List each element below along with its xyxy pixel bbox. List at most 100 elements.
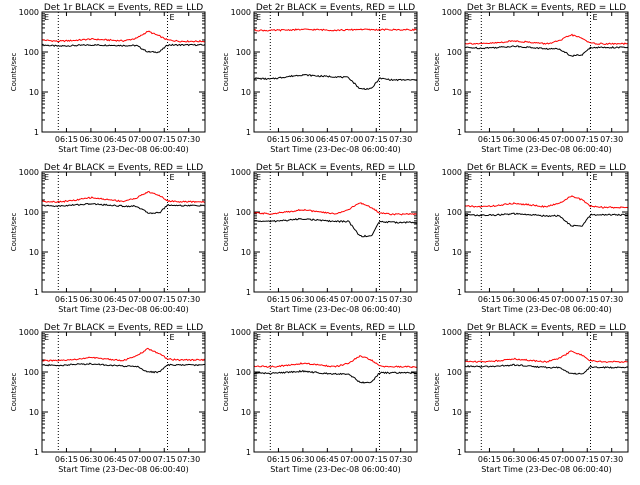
- marker-e-right: E: [170, 13, 175, 22]
- marker-e-left: E: [44, 333, 49, 342]
- series-line-lld: [253, 202, 418, 216]
- series-line-lld: [41, 347, 206, 362]
- y-tick-label: 1000: [231, 328, 251, 337]
- panel-title: Det 7r BLACK = Events, RED = LLD: [44, 323, 203, 333]
- y-tick-label: 100: [236, 368, 251, 377]
- y-tick-label: 1000: [442, 8, 462, 17]
- x-tick-label: 07:15: [153, 455, 176, 464]
- y-axis-label: Counts/sec: [433, 373, 441, 412]
- marker-e-right: E: [382, 13, 387, 22]
- x-tick-label: 06:15: [55, 295, 78, 304]
- x-tick-label: 06:15: [267, 295, 290, 304]
- y-tick-label: 100: [236, 208, 251, 217]
- y-tick-label: 1: [34, 288, 39, 297]
- series-line-events: [41, 43, 206, 54]
- x-axis-label: Start Time (23-Dec-08 06:00:40): [270, 145, 401, 154]
- x-tick-label: 06:30: [291, 455, 314, 464]
- x-tick-label: 07:30: [389, 295, 412, 304]
- x-tick-label: 07:30: [177, 455, 200, 464]
- x-tick-label: 06:15: [478, 135, 501, 144]
- y-tick-label: 100: [236, 48, 251, 57]
- plot-frame: [41, 11, 206, 133]
- panel-title: Det 4r BLACK = Events, RED = LLD: [44, 163, 203, 173]
- x-tick-label: 06:30: [502, 455, 525, 464]
- x-axis-label: Start Time (23-Dec-08 06:00:40): [481, 305, 612, 314]
- x-tick-label: 06:30: [291, 295, 314, 304]
- x-tick-label: 07:30: [389, 455, 412, 464]
- panel-title: Det 3r BLACK = Events, RED = LLD: [467, 3, 626, 13]
- series-line-lld: [253, 354, 418, 369]
- panel-title: Det 1r BLACK = Events, RED = LLD: [44, 3, 203, 13]
- plot-frame: [41, 331, 206, 453]
- series-line-events: [464, 45, 629, 58]
- y-tick-label: 100: [24, 368, 39, 377]
- marker-e-right: E: [593, 333, 598, 342]
- x-tick-label: 06:45: [316, 135, 339, 144]
- y-axis-label: Counts/sec: [10, 53, 18, 92]
- series-line-lld: [464, 33, 629, 46]
- x-tick-label: 06:15: [267, 455, 290, 464]
- x-tick-label: 07:30: [600, 135, 623, 144]
- x-axis-label: Start Time (23-Dec-08 06:00:40): [270, 465, 401, 474]
- plot-frame: [253, 331, 418, 453]
- series-line-events: [464, 212, 628, 227]
- marker-e-left: E: [256, 173, 261, 182]
- marker-e-right: E: [593, 173, 598, 182]
- marker-e-left: E: [256, 333, 261, 342]
- plot-frame: [464, 11, 629, 133]
- y-tick-label: 10: [29, 408, 39, 417]
- x-tick-label: 07:15: [153, 295, 176, 304]
- y-tick-label: 1000: [442, 168, 462, 177]
- marker-e-right: E: [382, 333, 387, 342]
- series-line-events: [253, 217, 418, 238]
- y-tick-label: 10: [452, 408, 462, 417]
- y-tick-label: 1: [246, 448, 251, 457]
- x-tick-label: 06:15: [478, 295, 501, 304]
- y-tick-label: 1: [246, 288, 251, 297]
- series-line-lld: [41, 190, 206, 204]
- y-tick-label: 1: [457, 288, 462, 297]
- series-line-events: [42, 202, 206, 215]
- y-axis-label: Counts/sec: [10, 373, 18, 412]
- y-tick-label: 1: [34, 128, 39, 137]
- y-tick-label: 1000: [19, 8, 39, 17]
- x-tick-label: 07:15: [576, 455, 599, 464]
- x-tick-label: 06:45: [104, 295, 127, 304]
- x-tick-label: 06:15: [55, 455, 78, 464]
- series-line-lld: [41, 30, 206, 43]
- y-axis-label: Counts/sec: [222, 53, 230, 92]
- plot-frame: [253, 171, 418, 293]
- x-tick-label: 06:30: [79, 295, 102, 304]
- y-tick-label: 100: [24, 48, 39, 57]
- panel-title: Det 6r BLACK = Events, RED = LLD: [467, 163, 626, 173]
- x-tick-label: 06:45: [527, 455, 550, 464]
- marker-e-right: E: [593, 13, 598, 22]
- x-tick-label: 07:00: [340, 295, 363, 304]
- x-tick-label: 07:00: [551, 295, 574, 304]
- y-tick-label: 100: [24, 208, 39, 217]
- x-tick-label: 07:00: [340, 135, 363, 144]
- y-tick-label: 1: [457, 128, 462, 137]
- x-tick-label: 07:00: [128, 295, 151, 304]
- y-tick-label: 1: [34, 448, 39, 457]
- x-tick-label: 06:30: [291, 135, 314, 144]
- x-tick-label: 06:15: [267, 135, 290, 144]
- y-axis-label: Counts/sec: [222, 373, 230, 412]
- marker-e-left: E: [467, 333, 472, 342]
- x-tick-label: 07:00: [128, 455, 151, 464]
- x-tick-label: 06:15: [55, 135, 78, 144]
- y-tick-label: 100: [447, 208, 462, 217]
- plot-frame: [464, 331, 629, 453]
- y-tick-label: 100: [447, 368, 462, 377]
- x-tick-label: 07:00: [128, 135, 151, 144]
- y-tick-label: 1000: [231, 8, 251, 17]
- plot-frame: [253, 11, 418, 133]
- x-tick-label: 07:15: [153, 135, 176, 144]
- x-tick-label: 07:15: [576, 135, 599, 144]
- marker-e-right: E: [382, 173, 387, 182]
- x-tick-label: 06:45: [527, 135, 550, 144]
- x-axis-label: Start Time (23-Dec-08 06:00:40): [58, 465, 189, 474]
